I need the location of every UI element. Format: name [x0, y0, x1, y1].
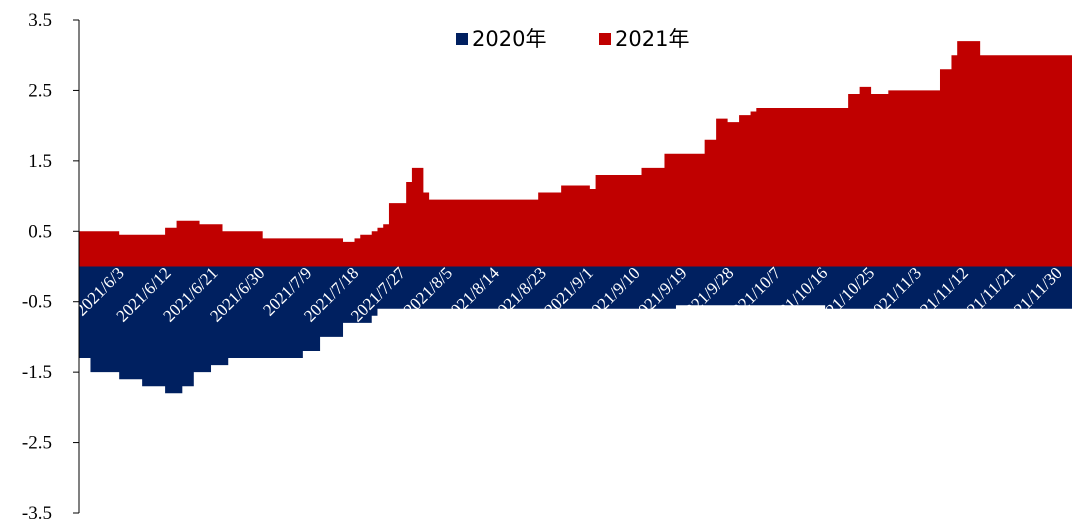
legend-swatch-1 [456, 33, 468, 45]
y-tick-label: 2.5 [28, 80, 52, 101]
y-tick-label: -1.5 [22, 362, 52, 383]
area-series-2 [79, 41, 1072, 267]
y-tick-label: 0.5 [28, 221, 52, 242]
y-tick-label: -0.5 [22, 292, 52, 313]
y-tick-label: -3.5 [22, 503, 52, 523]
legend: 2020年 2021年 [456, 27, 689, 51]
y-tick-label: -2.5 [22, 433, 52, 454]
legend-swatch-2 [599, 33, 611, 45]
plot-areas [79, 41, 1072, 394]
y-tick-label: 1.5 [28, 151, 52, 172]
y-tick-label: 3.5 [28, 10, 52, 31]
legend-label-1: 2020年 [472, 27, 546, 51]
area-series-1 [79, 266, 1072, 394]
y-axis: 3.5 2.5 1.5 0.5 -0.5 -1.5 -2.5 -3.5 [22, 10, 80, 523]
legend-label-2: 2021年 [615, 27, 689, 51]
